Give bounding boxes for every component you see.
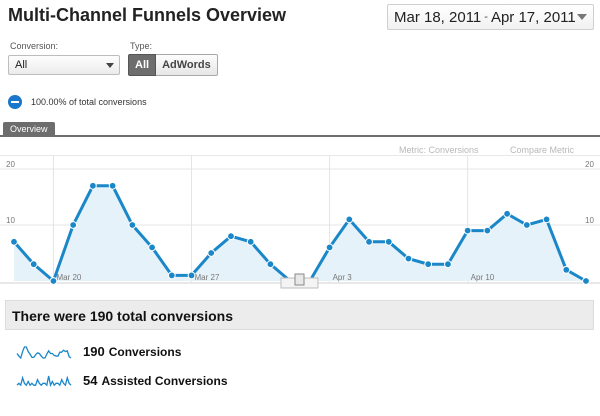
data-point [345, 215, 354, 224]
data-point [148, 243, 156, 252]
data-point [404, 254, 413, 263]
data-point [167, 271, 176, 280]
data-point [10, 237, 18, 246]
date-end: Apr 17, 2011 [490, 8, 576, 26]
metric-conversions: 190 Conversions [16, 344, 181, 359]
x-tick-label: Mar 20 [56, 273, 81, 282]
segment-percent-text: 100.00% of total conversions [31, 97, 147, 107]
type-label: Type: [130, 41, 153, 51]
y-tick-label-right: 20 [585, 160, 594, 169]
x-tick-label: Mar 27 [195, 273, 220, 282]
x-tick-label: Apr 10 [471, 273, 495, 282]
page-title: Multi-Channel Funnels Overview [8, 5, 287, 25]
conversion-select[interactable]: All [8, 55, 120, 75]
data-point [522, 221, 531, 229]
data-point [365, 237, 373, 246]
chart-x-labels: Mar 20 Mar 27 Apr 3 Apr 10 [56, 273, 494, 282]
sparkline-conversions-icon [16, 345, 72, 359]
data-point [562, 265, 571, 274]
data-point [582, 277, 590, 285]
series-area [14, 185, 586, 281]
data-point [108, 181, 117, 190]
data-point [266, 260, 275, 269]
sparkline-path [16, 375, 72, 387]
chart-scroll-handle[interactable] [280, 273, 319, 289]
metric-label: Conversions [108, 344, 182, 359]
metric-value: 190 [83, 344, 105, 359]
data-point [128, 221, 137, 229]
conversion-label: Conversion: [10, 41, 59, 51]
data-point [207, 249, 216, 257]
data-point [542, 215, 551, 224]
data-point [88, 181, 97, 190]
data-point [29, 260, 38, 269]
chart-area [12, 184, 587, 284]
date-start: Mar 18, 2011 [394, 8, 482, 26]
metric-label: Assisted Conversions [101, 373, 228, 388]
data-point [503, 209, 512, 218]
chevron-down-icon [106, 62, 114, 68]
summary-banner: There were 190 total conversions [5, 300, 594, 330]
metric-value: 54 [83, 373, 98, 388]
chart-drag-handle-icon[interactable] [294, 273, 305, 286]
data-point [69, 221, 78, 229]
y-tick-label-left: 20 [6, 160, 15, 169]
type-adwords-button[interactable]: AdWords [156, 54, 218, 76]
chart-points [10, 181, 590, 285]
data-point [187, 271, 196, 280]
data-point [444, 260, 452, 269]
type-all-button[interactable]: All [128, 54, 157, 76]
x-tick-label: Apr 3 [333, 273, 353, 282]
compare-metric-link[interactable]: Compare Metric [510, 145, 575, 155]
date-separator: - [484, 11, 488, 23]
type-toggle-group: All AdWords [128, 54, 218, 76]
data-point [463, 226, 472, 235]
chevron-down-icon [577, 14, 587, 20]
y-tick-label-left: 10 [6, 216, 15, 225]
metric-assisted-conversions: 54 Assisted Conversions [16, 373, 228, 388]
date-range-picker[interactable]: Mar 18, 2011 - Apr 17, 2011 [387, 4, 594, 30]
data-point [384, 237, 393, 246]
metric-selector-link[interactable]: Metric: Conversions [399, 145, 479, 155]
data-point [424, 260, 433, 269]
data-point [227, 232, 235, 241]
sparkline-assisted-icon [16, 375, 72, 387]
data-point [49, 277, 58, 285]
conversions-chart: Mar 20 Mar 27 Apr 3 Apr 10 20 20 10 10 [0, 155, 600, 289]
tab-bar: Overview [0, 122, 600, 137]
segment-collapse-icon[interactable] [8, 95, 22, 109]
data-point [483, 226, 492, 235]
chart-y-labels: 20 20 10 10 [6, 160, 594, 225]
tab-overview[interactable]: Overview [3, 122, 55, 137]
sparkline-path [16, 345, 72, 359]
data-point [325, 243, 334, 252]
conversion-select-value: All [15, 59, 28, 71]
data-point [246, 237, 255, 246]
y-tick-label-right: 10 [585, 216, 594, 225]
